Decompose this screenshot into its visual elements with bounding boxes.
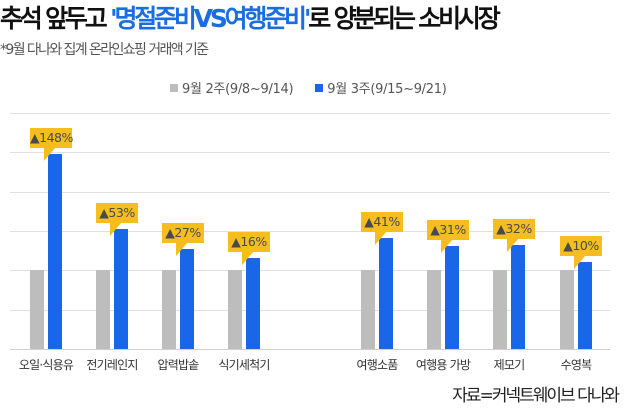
chart-title: 추석 앞두고 '명절준비VS여행준비'로 양분되는 소비시장 bbox=[0, 3, 501, 35]
bar-week2 bbox=[361, 270, 375, 349]
gridline bbox=[10, 192, 610, 193]
growth-callout: ▲148% bbox=[30, 127, 73, 161]
bar-week3 bbox=[379, 238, 393, 349]
legend-item-week3: 9월 3주(9/15~9/21) bbox=[315, 78, 447, 97]
bar-week2 bbox=[427, 270, 441, 349]
growth-callout: ▲41% bbox=[361, 212, 403, 246]
gridline bbox=[10, 270, 610, 271]
growth-callout: ▲10% bbox=[560, 236, 602, 270]
x-axis-label: 여행소품 bbox=[356, 358, 399, 372]
gridline bbox=[10, 231, 610, 232]
gridline bbox=[10, 349, 610, 350]
title-highlight: '명절준비VS여행준비' bbox=[110, 4, 311, 33]
bar-week3 bbox=[114, 228, 128, 349]
growth-callout: ▲27% bbox=[162, 223, 204, 257]
bar-week3 bbox=[511, 245, 525, 349]
gridline bbox=[10, 113, 610, 114]
x-axis-label: 압력밥솥 bbox=[157, 358, 200, 372]
growth-callout: ▲16% bbox=[228, 231, 270, 265]
x-axis-label: 제모기 bbox=[493, 358, 526, 372]
gridline bbox=[10, 310, 610, 311]
bar-week2 bbox=[560, 270, 574, 349]
gridline bbox=[10, 152, 610, 153]
bar-week2 bbox=[30, 270, 44, 349]
title-prefix: 추석 앞두고 bbox=[0, 4, 111, 33]
legend-swatch-gray bbox=[170, 83, 178, 92]
x-axis-label: 여행용 가방 bbox=[415, 358, 471, 372]
bar-week2 bbox=[162, 270, 176, 349]
growth-callout: ▲31% bbox=[427, 219, 469, 253]
legend-swatch-blue bbox=[315, 83, 324, 92]
bar-week2 bbox=[96, 270, 110, 349]
legend-item-week2: 9월 2주(9/8~9/14) bbox=[170, 78, 294, 97]
legend: 9월 2주(9/8~9/14) 9월 3주(9/15~9/21) bbox=[170, 78, 447, 97]
bar-week3 bbox=[180, 249, 194, 349]
x-axis-label: 수영복 bbox=[560, 358, 593, 372]
growth-callout: ▲53% bbox=[96, 202, 138, 236]
x-axis-label: 식기세척기 bbox=[218, 358, 270, 372]
x-axis-label: 오일·식용유 bbox=[18, 358, 74, 372]
bar-week3 bbox=[48, 153, 62, 349]
bar-week2 bbox=[228, 270, 242, 349]
chart-subtitle: *9월 다나와 집계 온라인쇼핑 거래액 기준 bbox=[0, 42, 209, 58]
legend-label: 9월 3주(9/15~9/21) bbox=[327, 82, 447, 97]
growth-callout: ▲32% bbox=[493, 219, 535, 253]
title-suffix: 로 양분되는 소비시장 bbox=[308, 4, 500, 33]
bar-week3 bbox=[246, 257, 260, 349]
bar-week3 bbox=[578, 262, 592, 349]
x-axis-label: 전기레인지 bbox=[86, 358, 138, 372]
source-note: 자료=커넥트웨이브 다나와 bbox=[452, 386, 620, 406]
legend-label: 9월 2주(9/8~9/14) bbox=[182, 82, 294, 97]
bar-week2 bbox=[493, 270, 507, 349]
bar-week3 bbox=[445, 245, 459, 349]
